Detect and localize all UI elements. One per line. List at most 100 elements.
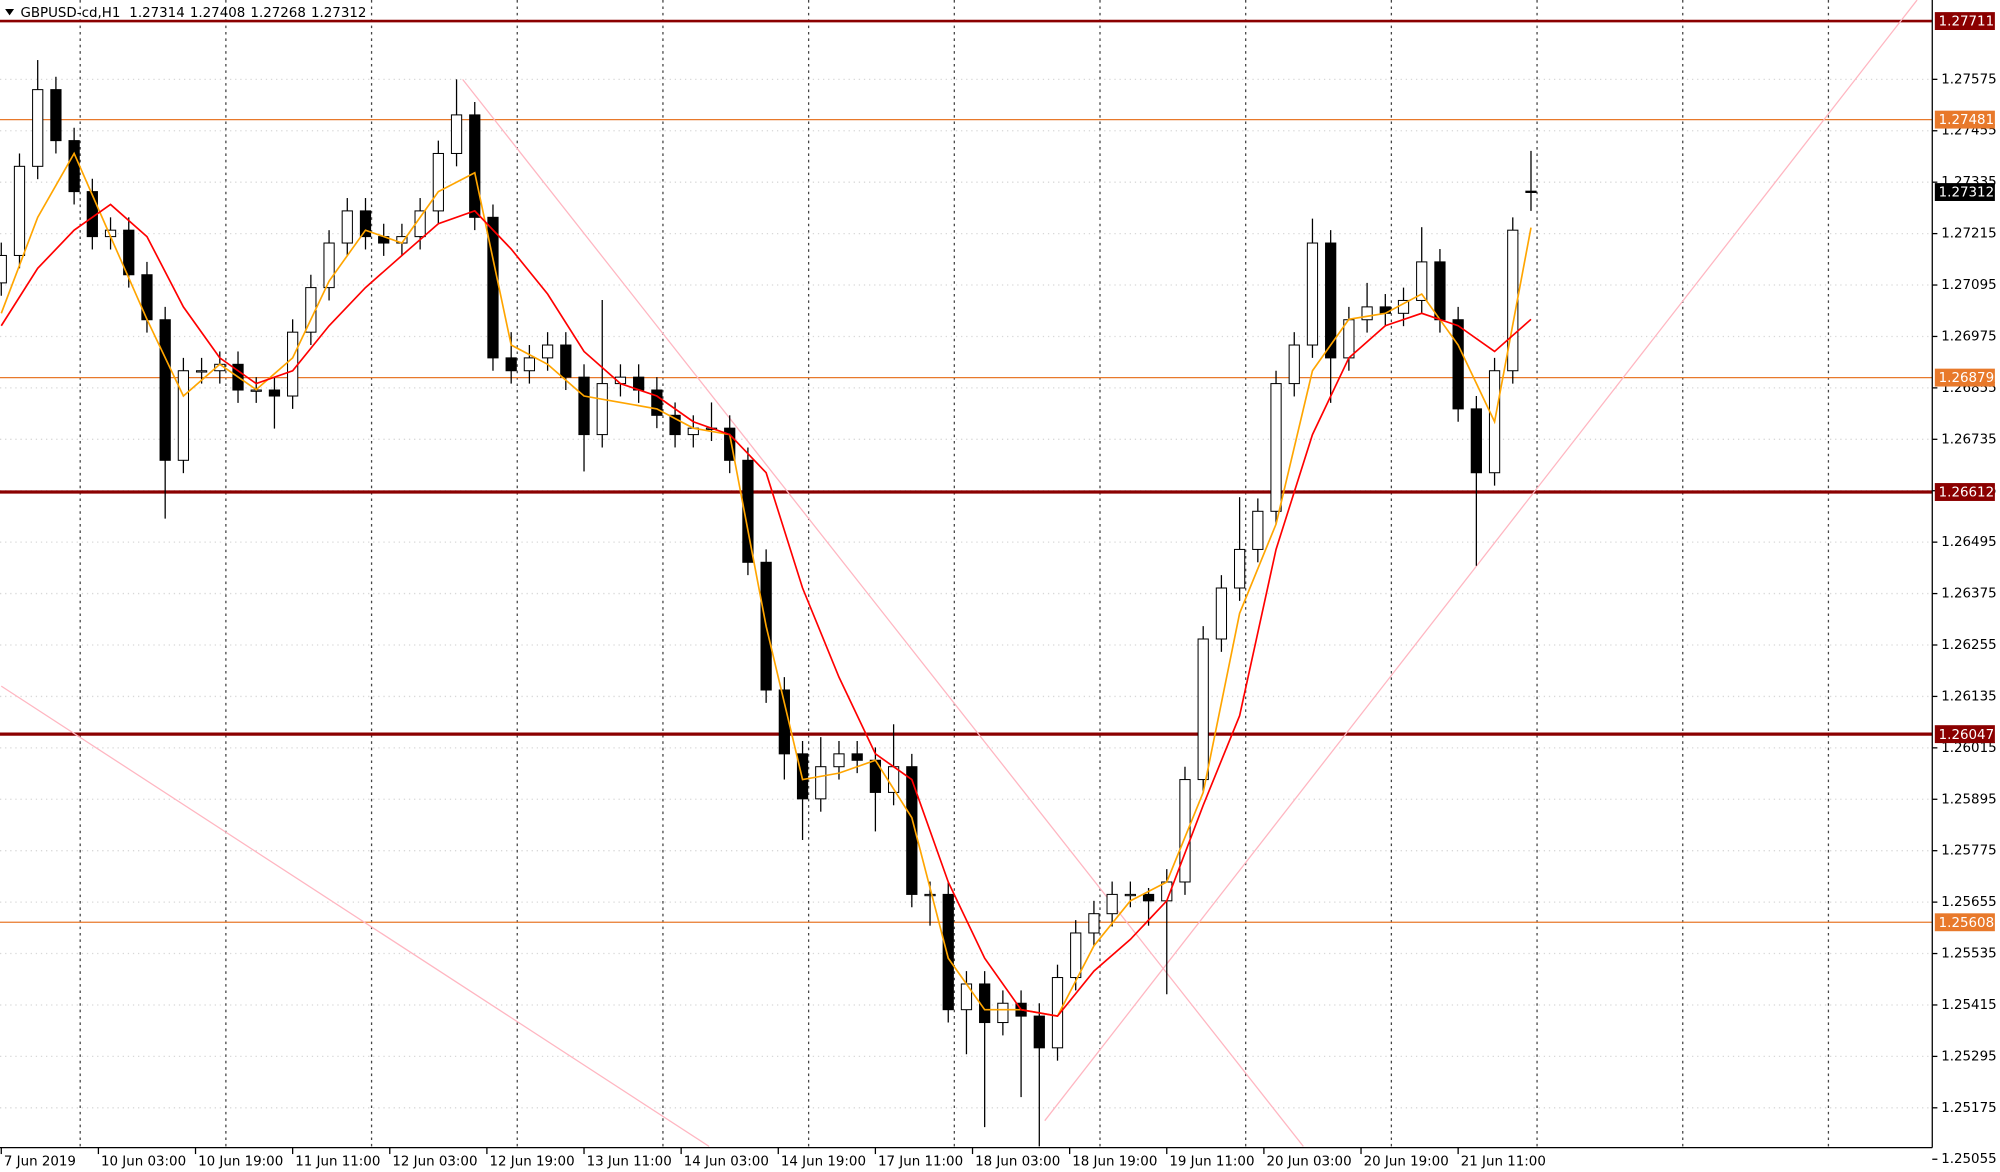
candle-body	[359, 210, 372, 238]
candle-body	[651, 389, 663, 416]
candle-body	[560, 344, 572, 378]
y-tick-label: 1.25535	[1941, 947, 1996, 962]
candle-body	[1179, 779, 1191, 883]
y-tick-label: 1.26735	[1941, 432, 1996, 447]
candle-body	[1270, 383, 1282, 512]
candle-body	[1306, 242, 1319, 346]
price-label: 1.26612	[1939, 486, 1994, 501]
menu-triangle[interactable]	[5, 9, 15, 16]
y-tick-label: 1.25175	[1941, 1101, 1996, 1116]
price-label-bg	[1934, 12, 1995, 31]
candle-body	[1252, 510, 1264, 550]
candle-body	[159, 319, 171, 461]
candle-body	[578, 376, 590, 436]
y-tick-label: 1.27095	[1941, 278, 1996, 293]
candle-body	[123, 229, 135, 276]
candle-body	[50, 89, 62, 142]
candle-body	[924, 893, 936, 897]
x-tick-label: 14 Jun 03:00	[684, 1155, 769, 1170]
candle-body	[13, 165, 26, 256]
candle-body	[1325, 242, 1337, 359]
trendline	[1044, 0, 1918, 1122]
candle-body	[432, 152, 444, 212]
price-label: 1.27481	[1939, 113, 1994, 128]
y-tick-label: 1.26015	[1941, 741, 1996, 756]
price-label-bg	[1934, 725, 1995, 744]
candle-body	[323, 242, 335, 289]
x-tick-label: 19 Jun 11:00	[1169, 1155, 1254, 1170]
axes: 1.25055 1.25175 1.25295 1.25415 1.25535 1.256…	[0, 12, 1997, 1170]
candle-body	[1470, 408, 1482, 474]
candle-body	[1233, 548, 1246, 589]
candle-body	[487, 216, 499, 359]
y-tick-label: 1.25295	[1941, 1049, 1996, 1064]
y-tick-label: 1.25895	[1941, 792, 1996, 807]
y-tick-label: 1.25655	[1941, 895, 1996, 910]
trendline	[462, 78, 1304, 1147]
plot-area	[0, 0, 1933, 1147]
candle-body	[1197, 638, 1209, 781]
candle-body	[851, 753, 863, 761]
x-tick-label: 18 Jun 19:00	[1072, 1155, 1157, 1170]
price-label-bg	[1934, 183, 1995, 201]
price-label: 1.27711	[1939, 15, 1994, 30]
candle-body	[1525, 190, 1537, 193]
candle-body	[0, 254, 7, 284]
candle-body	[1051, 977, 1064, 1049]
candle-body	[942, 893, 954, 1011]
candle-body	[1452, 319, 1464, 410]
x-tick-label: 13 Jun 11:00	[587, 1155, 672, 1170]
x-tick-label: 21 Jun 11:00	[1461, 1155, 1546, 1170]
y-tick-label: 1.25775	[1941, 844, 1996, 859]
close: 1.27312	[311, 6, 366, 21]
candle-body	[195, 370, 208, 373]
candle-body	[815, 766, 827, 800]
open: 1.27314	[129, 6, 184, 21]
y-tick-label: 1.25055	[1941, 1152, 1996, 1167]
price-label: 1.26047	[1939, 728, 1994, 743]
price-label-bg	[1934, 483, 1995, 501]
x-tick-label: 18 Jun 03:00	[975, 1155, 1060, 1170]
candle-body	[742, 459, 754, 563]
candle-body	[669, 414, 681, 436]
price-label-bg	[1934, 110, 1995, 129]
candle-body	[1124, 893, 1136, 897]
symbol: GBPUSD-cd,H1	[20, 6, 120, 21]
candle-body	[450, 114, 463, 154]
candle-body	[341, 210, 353, 244]
x-tick-label: 10 Jun 19:00	[198, 1155, 283, 1170]
price-label-bg	[1934, 913, 1995, 932]
candle-body	[1434, 261, 1446, 321]
candle-body	[32, 89, 44, 167]
price-label-bg	[1934, 368, 1995, 387]
price-label: 1.25608	[1939, 916, 1994, 931]
candle-body	[268, 389, 281, 397]
candle-body	[1215, 587, 1228, 640]
price-label: 1.27312	[1939, 186, 1994, 201]
high: 1.27408	[190, 6, 245, 21]
x-tick-label: 10 Jun 03:00	[101, 1155, 186, 1170]
price-label: 1.26879	[1939, 371, 1994, 386]
trendline	[0, 685, 710, 1147]
y-tick-label: 1.27575	[1941, 72, 1996, 87]
header: GBPUSD-cd,H1 1.27314 1.27408 1.27268 1.27312	[20, 6, 366, 21]
y-tick-label: 1.26255	[1941, 638, 1996, 653]
x-tick-label: 12 Jun 03:00	[392, 1155, 477, 1170]
candle-body	[287, 331, 299, 397]
y-tick-label: 1.26135	[1941, 689, 1996, 704]
candle-body	[541, 344, 554, 359]
moving-average	[0, 151, 1532, 1018]
x-tick-label: 14 Jun 19:00	[781, 1155, 866, 1170]
candle-body	[1088, 913, 1100, 934]
candle-body	[68, 140, 80, 193]
y-tick-label: 1.26975	[1941, 329, 1996, 344]
x-tick-label: 17 Jun 11:00	[878, 1155, 963, 1170]
candle-body	[833, 753, 845, 768]
y-tick-label: 1.27215	[1941, 227, 1996, 242]
candle-body	[1288, 344, 1300, 385]
moving-average	[0, 203, 1532, 1018]
candle-body	[1416, 261, 1428, 301]
x-tick-label: 20 Jun 19:00	[1364, 1155, 1449, 1170]
